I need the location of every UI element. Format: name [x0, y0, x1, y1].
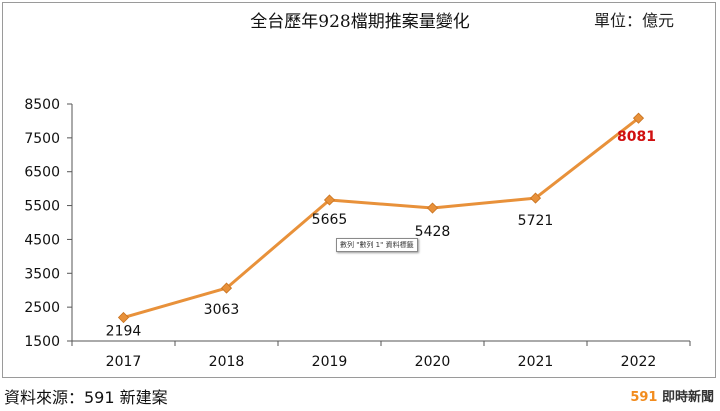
brand-number: 591 — [630, 390, 658, 405]
y-axis-ticks: 1500 2500 3500 4500 5500 6500 7500 8500 — [24, 97, 72, 350]
data-label: 5428 — [415, 224, 451, 240]
series-line-path — [123, 117, 640, 319]
data-label: 5665 — [312, 212, 348, 228]
y-tick-label: 5500 — [24, 199, 60, 215]
x-axis-ticks: 2017 2018 2019 2020 2021 2022 — [71, 341, 691, 370]
x-tick-label: 2020 — [415, 354, 451, 370]
y-tick-label: 6500 — [24, 165, 60, 181]
data-label: 3063 — [204, 302, 240, 318]
data-point-marker — [323, 194, 336, 206]
brand-text: 即時新聞 — [661, 390, 714, 405]
y-tick-label: 7500 — [24, 131, 60, 147]
data-point-marker — [632, 112, 645, 124]
data-point-marker — [529, 192, 542, 204]
data-labels: 2194 3063 5665 5428 5721 8081 — [106, 129, 656, 339]
data-label: 2194 — [106, 324, 142, 340]
y-tick-label: 8500 — [24, 97, 60, 113]
data-point-marker — [117, 311, 130, 324]
chart-title: 全台歷年928檔期推案量變化 — [250, 12, 470, 32]
data-point-marker — [220, 282, 233, 294]
brand-logo: 591 即時新聞 — [630, 386, 714, 405]
data-label-tooltip: 數列 "數列 1" 資料標籤 — [336, 238, 418, 252]
y-tick-label: 4500 — [24, 232, 60, 248]
y-tick-label: 3500 — [24, 266, 60, 282]
x-tick-label: 2019 — [312, 354, 348, 370]
data-label: 5721 — [518, 213, 554, 229]
series-markers — [117, 112, 645, 324]
y-tick-label: 2500 — [24, 300, 60, 316]
series-line — [123, 117, 640, 319]
unit-label: 單位：億元 — [593, 11, 674, 30]
data-label: 8081 — [617, 129, 656, 145]
x-tick-label: 2017 — [106, 354, 142, 370]
source-note: 資料來源：591 新建案 — [4, 388, 168, 407]
y-tick-label: 1500 — [24, 334, 60, 350]
data-point-marker — [426, 202, 439, 214]
x-tick-label: 2018 — [209, 354, 245, 370]
x-tick-label: 2021 — [518, 354, 554, 370]
x-tick-label: 2022 — [621, 354, 657, 370]
